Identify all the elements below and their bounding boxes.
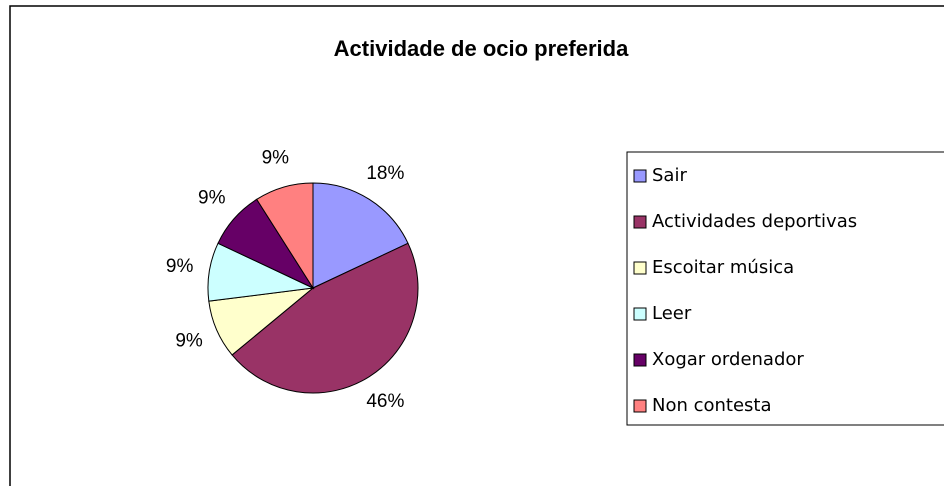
legend-label: Xogar ordenador xyxy=(652,349,804,370)
data-label: 9% xyxy=(262,147,290,168)
pie-slice xyxy=(256,182,314,290)
data-label: 9% xyxy=(175,331,203,352)
legend-label: Sair xyxy=(652,165,687,186)
legend-box xyxy=(626,151,944,426)
legend-label: Actividades deportivas xyxy=(652,211,857,232)
legend-swatch xyxy=(633,215,647,229)
legend-label: Leer xyxy=(652,303,692,324)
data-label: 18% xyxy=(366,163,404,184)
legend-label: Non contesta xyxy=(652,395,772,416)
chart-frame xyxy=(9,5,944,486)
data-label: 9% xyxy=(198,188,226,209)
legend-swatch xyxy=(633,307,647,321)
data-label: 9% xyxy=(166,256,194,277)
pie-slice xyxy=(312,182,409,289)
legend-swatch xyxy=(633,353,647,367)
legend-swatch xyxy=(633,169,647,183)
legend-swatch xyxy=(633,261,647,275)
chart-title: Actividade de ocio preferida xyxy=(334,36,629,61)
legend-swatch xyxy=(633,399,647,413)
data-label: 46% xyxy=(366,391,404,412)
legend-label: Escoitar música xyxy=(652,257,794,278)
pie-slice xyxy=(231,242,419,394)
